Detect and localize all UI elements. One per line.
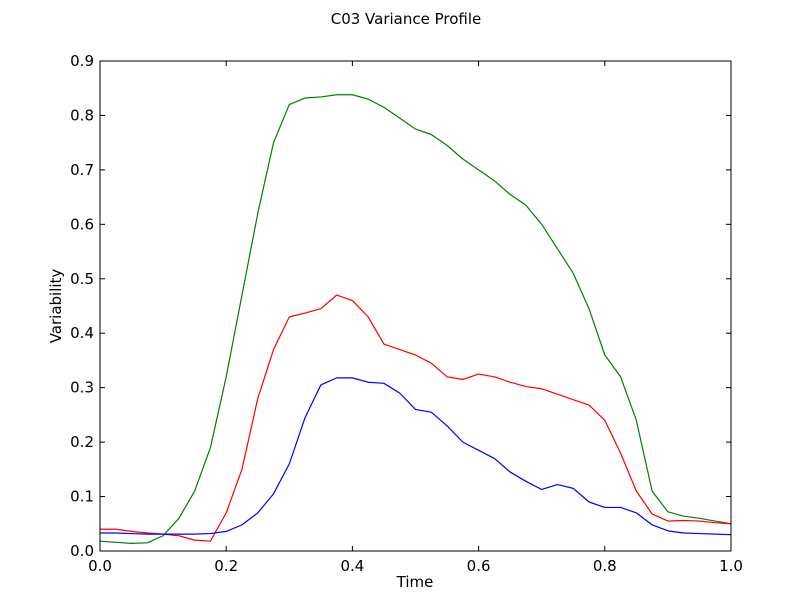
x-tick-label: 1.0 [719,557,743,575]
series-line-1 [99,94,732,544]
y-tick-label: 0.6 [70,215,94,233]
y-tick-label: 0.8 [70,106,94,124]
series-line-2 [100,294,732,542]
chart-title: C03 Variance Profile [331,10,482,28]
y-tick-label: 0.2 [70,433,94,451]
y-tick-label: 0.1 [70,488,94,506]
plot-frame [99,60,732,552]
y-tick-label: 0.5 [70,270,94,288]
y-tick-label: 0.4 [70,324,94,342]
series-line-3 [100,377,732,536]
x-tick-label: 0.6 [467,557,491,575]
plot-area: 0.0 0.2 0.4 0.6 0.8 1.0 0.0 0.1 0.2 0.3 0.4 0.5 0.6 0… [70,52,743,575]
y-tick-label: 0.3 [70,379,94,397]
x-tick-label: 0.2 [214,557,238,575]
y-tick-label: 0.0 [70,542,94,560]
x-tick-label: 0.8 [593,557,617,575]
y-tick-label: 0.7 [70,161,94,179]
x-tick-label: 0.4 [340,557,364,575]
x-axis-label: Time [396,573,434,591]
y-axis-label: Variability [47,269,65,344]
x-tick-label: 0.0 [88,557,112,575]
y-tick-label: 0.9 [70,52,94,70]
